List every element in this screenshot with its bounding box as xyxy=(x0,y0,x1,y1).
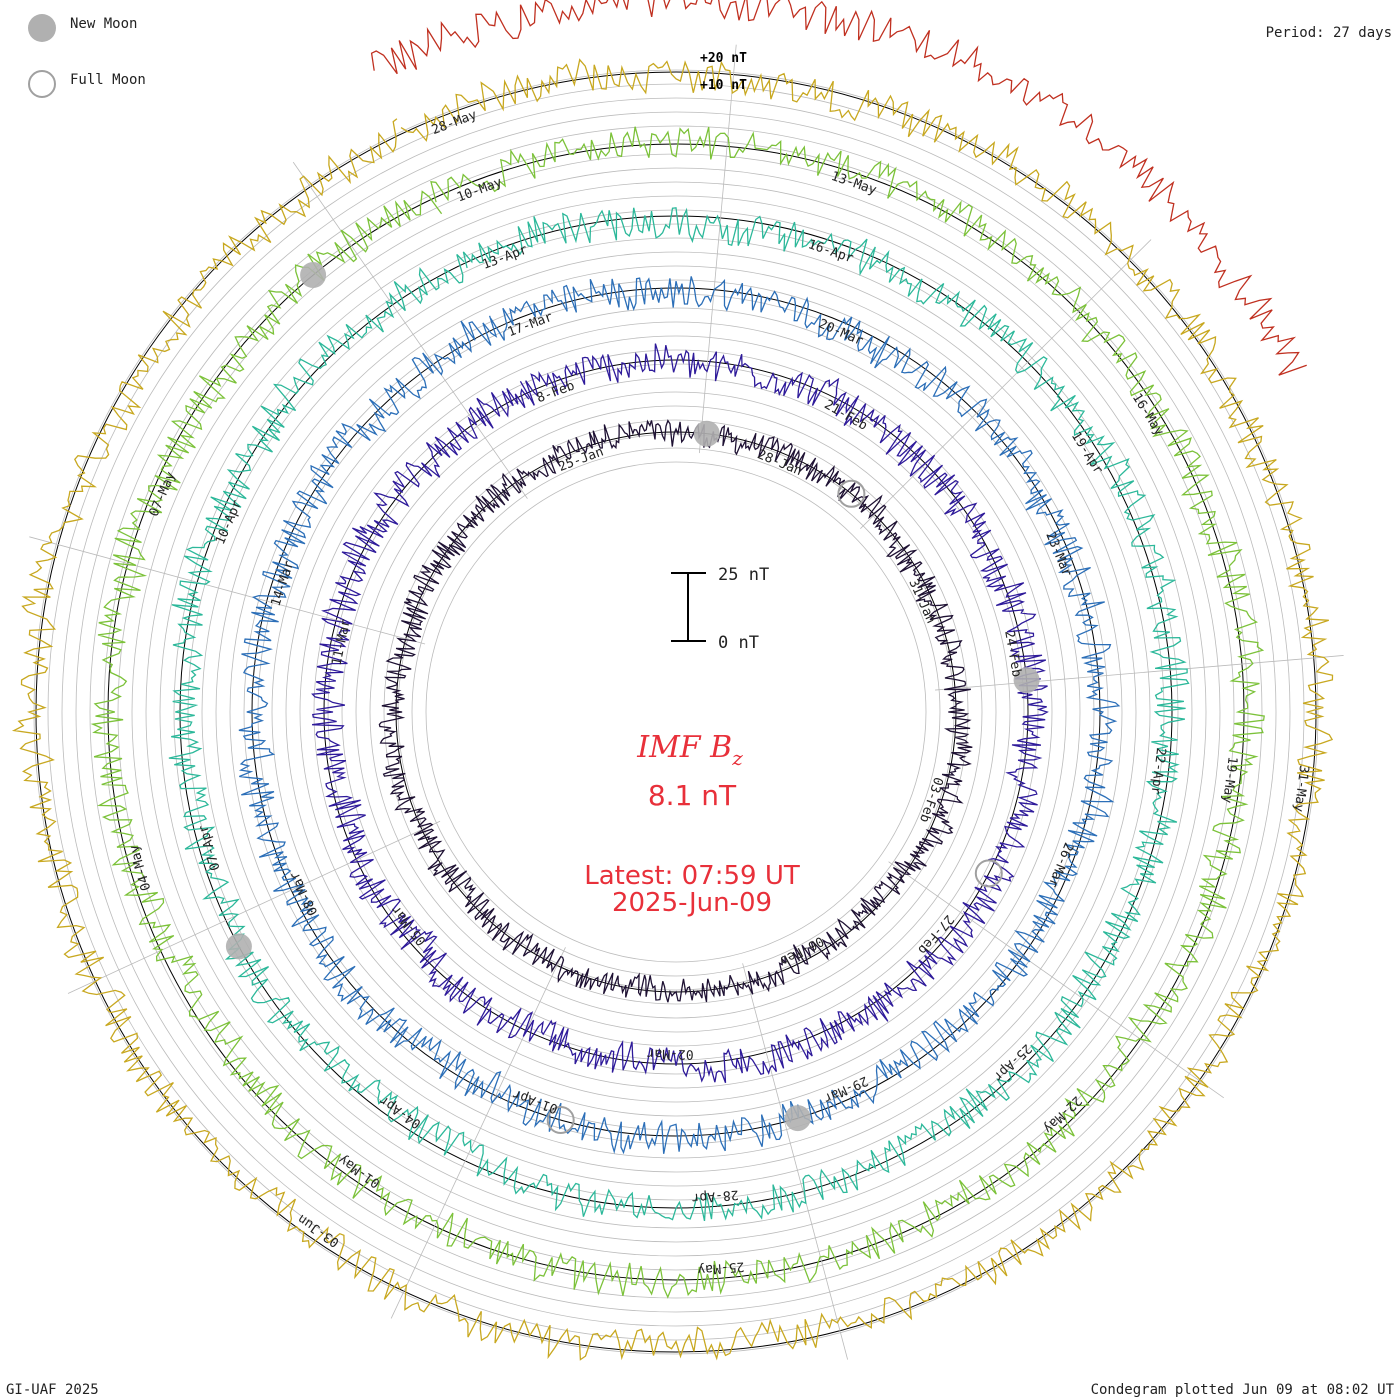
series-trace-2 xyxy=(311,343,1049,1084)
baseline-ring xyxy=(35,71,1317,1353)
latest-date: 2025-Jun-09 xyxy=(612,888,772,918)
date-label: 28-Apr xyxy=(691,1187,739,1206)
grid-ring xyxy=(215,251,1137,1173)
grid-ring xyxy=(243,279,1109,1145)
new-moon-marker xyxy=(225,933,252,960)
plotted-timestamp: Condegram plotted Jun 09 at 08:02 UT xyxy=(1091,1382,1395,1398)
grid-ring xyxy=(103,139,1249,1285)
grid-ring xyxy=(411,447,941,977)
grid-ring xyxy=(299,335,1053,1089)
grid-ring xyxy=(257,293,1095,1131)
new-moon-marker xyxy=(693,420,720,447)
grid-ring xyxy=(425,461,927,963)
series-traces xyxy=(11,0,1334,1361)
full-moon-legend-icon xyxy=(28,70,56,98)
series-trace-4 xyxy=(168,207,1190,1222)
grid-ring xyxy=(383,419,969,1005)
radial-spoke xyxy=(935,655,1344,691)
radial-spoke xyxy=(698,44,737,454)
grid-ring xyxy=(271,307,1081,1117)
date-label: 16-Apr xyxy=(806,237,855,266)
chart-title: IMF Bz xyxy=(636,730,743,770)
moon-markers xyxy=(225,262,1040,1134)
scale-bar-top-label: 25 nT xyxy=(718,565,769,585)
period-label: Period: 27 days xyxy=(1266,25,1392,41)
radial-spoke xyxy=(860,239,1152,529)
date-label: 31-May xyxy=(1291,764,1312,813)
baseline-ring xyxy=(107,143,1245,1281)
grid-ring xyxy=(61,97,1291,1327)
scale-bar xyxy=(671,572,706,642)
radial-spoke xyxy=(29,536,426,645)
grid-ring xyxy=(229,265,1123,1159)
radial-spoke xyxy=(292,161,528,499)
series-trace-6 xyxy=(11,58,1334,1361)
full-moon-marker xyxy=(837,479,866,508)
date-label: 22-Apr xyxy=(1148,747,1169,796)
new-moon-legend-icon xyxy=(28,14,56,42)
grid-ring xyxy=(47,83,1305,1341)
new-moon-marker xyxy=(1013,667,1040,694)
grid-ring xyxy=(89,125,1263,1299)
series-trace-5 xyxy=(90,126,1265,1299)
grid-ring xyxy=(313,349,1039,1075)
date-label: 19-May xyxy=(1219,756,1240,805)
grid-ring xyxy=(285,321,1067,1103)
grid-ring xyxy=(33,69,1319,1355)
grid-ring xyxy=(75,111,1277,1313)
date-label: 8-Feb xyxy=(535,378,577,406)
radial-spoke xyxy=(742,963,849,1360)
full-moon-marker xyxy=(546,1106,575,1134)
ring-label-plus10: +10 nT xyxy=(700,78,747,93)
current-value: 8.1 nT xyxy=(648,779,737,812)
radial-spoke xyxy=(390,947,566,1319)
new-moon-legend-label: New Moon xyxy=(70,16,137,32)
date-label: 03-Jun xyxy=(295,1211,342,1250)
new-moon-marker xyxy=(784,1105,811,1132)
grid-ring xyxy=(145,181,1207,1243)
new-moon-marker xyxy=(300,262,327,288)
baseline-ring xyxy=(251,287,1101,1137)
ring-label-plus20: +20 nT xyxy=(700,51,747,66)
series-trace-7 xyxy=(370,0,1307,376)
date-label: 13-May xyxy=(829,169,878,198)
full-moon-legend-label: Full Moon xyxy=(70,72,146,88)
grid-ring xyxy=(131,167,1221,1257)
grid-ring xyxy=(355,391,997,1033)
ring-grid xyxy=(33,69,1319,1355)
radial-spokes xyxy=(29,44,1344,1360)
scale-bar-bottom-label: 0 nT xyxy=(718,633,759,653)
full-moon-marker xyxy=(974,859,1003,888)
series-trace-1 xyxy=(378,419,973,1003)
date-label: 02-Mar xyxy=(646,1046,693,1062)
latest-time: Latest: 07:59 UT xyxy=(584,861,800,891)
grid-ring xyxy=(187,223,1165,1201)
grid-ring xyxy=(369,405,983,1019)
radial-spoke xyxy=(67,820,441,994)
date-label: 25-May xyxy=(697,1258,745,1277)
date-label: 01-May xyxy=(336,1151,383,1190)
grid-ring xyxy=(341,377,1011,1047)
series-trace-3 xyxy=(238,276,1121,1155)
radial-spoke xyxy=(888,861,1225,1099)
credit-label: GI-UAF 2025 xyxy=(6,1382,99,1398)
grid-ring xyxy=(201,237,1151,1187)
grid-ring xyxy=(159,195,1193,1229)
